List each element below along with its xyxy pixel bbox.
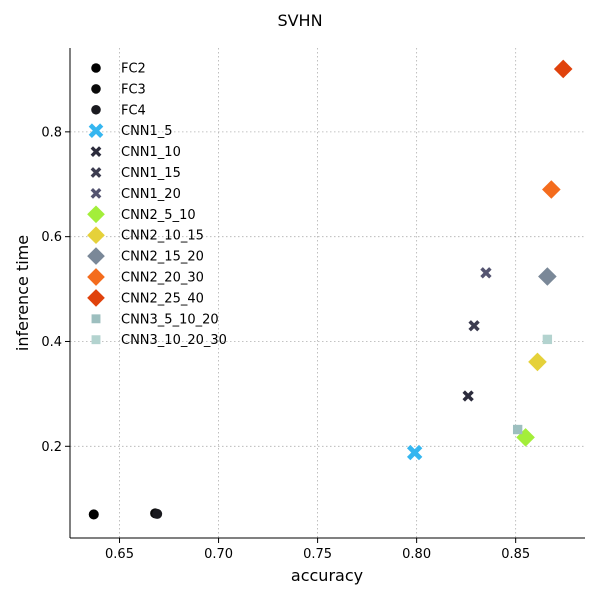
point-cnn1-15	[468, 320, 480, 332]
legend-marker	[87, 268, 105, 286]
point-cnn3-10-20-30	[542, 334, 553, 345]
legend-marker	[91, 105, 101, 115]
axes-layer	[69, 48, 585, 539]
legend-label: CNN2_10_15	[121, 229, 204, 244]
legend-marker	[87, 247, 105, 265]
legend-marker	[87, 226, 105, 245]
legend-label: CNN2_25_40	[121, 291, 204, 306]
points-layer	[88, 59, 573, 520]
legend-label: CNN2_5_10	[121, 208, 196, 223]
legend-label: CNN2_20_30	[121, 271, 204, 286]
legend-item: FC2	[91, 62, 146, 77]
point-cnn3-5-10-20	[512, 424, 523, 435]
x-axis-label: accuracy	[291, 566, 363, 585]
legend-label: FC2	[121, 62, 146, 77]
legend-marker	[91, 63, 101, 73]
legend-label: FC4	[121, 103, 146, 118]
legend-item: CNN1_10	[90, 145, 181, 160]
point-cnn2-20-30	[542, 180, 561, 199]
y-tick-label: 0.2	[41, 440, 62, 455]
y-tick-label: 0.8	[41, 125, 62, 140]
legend-label: CNN1_10	[121, 145, 181, 160]
legend-label: CNN3_5_10_20	[121, 312, 219, 327]
legend-label: FC3	[121, 82, 146, 97]
x-tick-label: 0.65	[105, 547, 134, 562]
legend-marker	[91, 84, 101, 94]
legend-item: CNN2_5_10	[87, 205, 196, 224]
legend: FC2 FC3 FC4 CNN1_5 CNN1_10 CNN1_15 CNN1_20 CNN2…	[87, 62, 227, 348]
x-tick-label: 0.75	[303, 547, 332, 562]
legend-item: CNN3_10_20_30	[91, 333, 227, 348]
legend-label: CNN1_5	[121, 124, 173, 139]
legend-item: CNN1_15	[90, 166, 181, 181]
ticks-layer: 0.65 0.70 0.75 0.80 0.85 0.2 0.4 0.6 0.8	[41, 125, 530, 562]
legend-item: CNN2_10_15	[87, 226, 204, 245]
x-tick-label: 0.85	[501, 547, 530, 562]
legend-marker	[90, 188, 102, 199]
legend-label: CNN3_10_20_30	[121, 333, 227, 348]
legend-label: CNN2_15_20	[121, 250, 204, 265]
legend-label: CNN1_15	[121, 166, 181, 181]
chart-title: SVHN	[277, 11, 322, 30]
point-cnn2-25-40	[553, 59, 573, 79]
point-cnn1-20	[480, 267, 492, 279]
y-tick-label: 0.4	[41, 335, 62, 350]
legend-marker	[90, 146, 102, 157]
x-tick-label: 0.80	[402, 547, 431, 562]
legend-label: CNN1_20	[121, 187, 181, 202]
legend-item: CNN2_15_20	[87, 247, 204, 265]
legend-item: CNN1_20	[90, 187, 181, 202]
point-cnn2-10-15	[528, 352, 547, 372]
legend-item: FC3	[91, 82, 146, 97]
legend-item: CNN2_20_30	[87, 268, 204, 286]
legend-marker	[87, 289, 105, 307]
legend-marker	[88, 123, 104, 139]
point-cnn1-10	[462, 390, 474, 402]
legend-marker	[91, 314, 101, 324]
legend-item: CNN3_5_10_20	[91, 312, 219, 327]
legend-marker	[90, 167, 102, 178]
point-fc4	[152, 508, 163, 519]
point-cnn1-5	[406, 444, 423, 461]
legend-item: CNN2_25_40	[87, 289, 204, 307]
x-tick-label: 0.70	[204, 547, 233, 562]
legend-marker	[87, 205, 105, 224]
y-tick-label: 0.6	[41, 230, 62, 245]
point-cnn2-15-20	[538, 267, 557, 286]
legend-item: CNN1_5	[88, 123, 173, 139]
legend-marker	[91, 335, 101, 345]
point-fc2	[88, 509, 99, 520]
y-axis-label: inference time	[13, 235, 32, 351]
legend-item: FC4	[91, 103, 146, 118]
